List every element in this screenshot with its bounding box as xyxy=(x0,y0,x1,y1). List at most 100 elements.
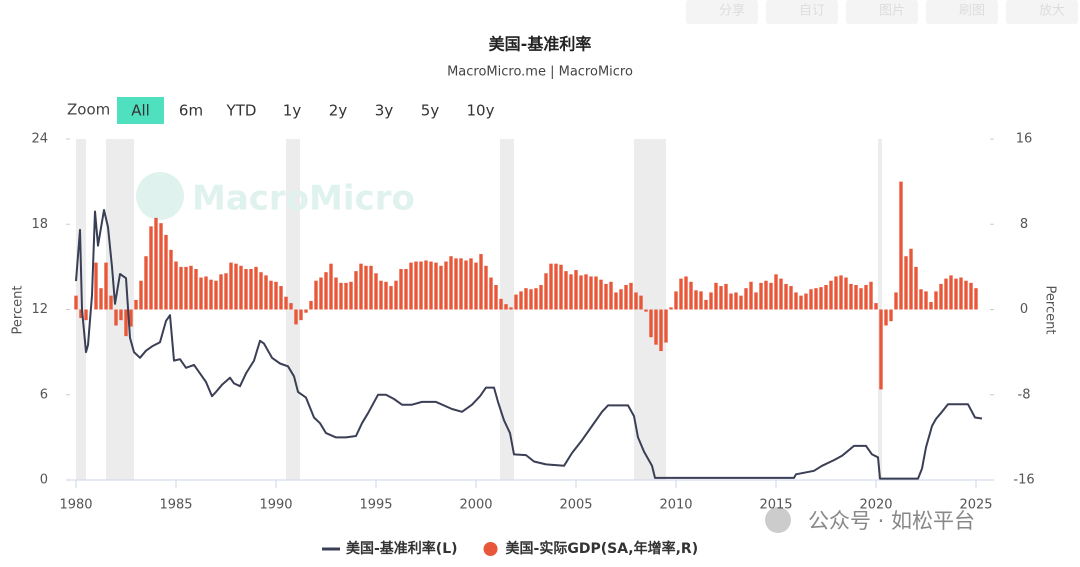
bar xyxy=(549,263,553,310)
zoom-button[interactable]: All xyxy=(117,97,164,124)
toolbar-button[interactable]: 放大 xyxy=(1006,0,1078,24)
bar xyxy=(654,309,658,345)
footer-watermark: 公众号 · 如松平台 xyxy=(808,509,975,533)
bar xyxy=(459,258,463,310)
toolbar-button-bg xyxy=(1006,0,1078,24)
bar xyxy=(124,309,128,337)
bar xyxy=(954,278,958,310)
bar xyxy=(739,295,743,310)
bar xyxy=(939,283,943,310)
x-tick-label: 1985 xyxy=(159,498,192,513)
line xyxy=(75,209,983,480)
bar xyxy=(349,281,353,310)
bar xyxy=(239,265,243,310)
bar xyxy=(839,275,843,310)
bar xyxy=(294,309,298,325)
bar xyxy=(419,261,423,310)
zoom-button[interactable]: 2y xyxy=(329,102,348,120)
bar xyxy=(724,283,728,310)
bar xyxy=(924,291,928,310)
bar xyxy=(249,269,253,310)
zoom-button-label: 6m xyxy=(179,102,203,120)
bar xyxy=(169,249,173,310)
watermark-logo xyxy=(136,172,184,220)
bar xyxy=(969,282,973,310)
bar xyxy=(404,269,408,310)
bar xyxy=(159,223,163,310)
bar xyxy=(949,275,953,310)
bar xyxy=(259,272,263,310)
legend-item[interactable]: 美国-实际GDP(SA,年增率,R) xyxy=(483,540,699,557)
bar xyxy=(339,282,343,310)
toolbar-button-bg xyxy=(766,0,838,24)
bar xyxy=(849,283,853,310)
toolbar-button[interactable]: 图片 xyxy=(846,0,918,24)
bar xyxy=(899,181,903,310)
bar xyxy=(389,286,393,310)
bar xyxy=(819,287,823,310)
bar xyxy=(234,263,238,310)
zoom-button-label: YTD xyxy=(226,102,257,120)
zoom-button[interactable]: 10y xyxy=(467,102,495,120)
bar xyxy=(514,294,518,310)
bar xyxy=(454,258,458,310)
zoom-button[interactable]: 6m xyxy=(179,102,203,120)
x-tick-label: 2000 xyxy=(459,498,492,513)
bar xyxy=(649,309,653,338)
bar xyxy=(814,288,818,310)
bar xyxy=(714,282,718,310)
zoom-button[interactable]: YTD xyxy=(226,102,257,120)
bar xyxy=(154,217,158,310)
bar xyxy=(344,282,348,310)
bar xyxy=(639,295,643,310)
bar xyxy=(164,234,168,310)
bar xyxy=(189,265,193,310)
bar xyxy=(734,292,738,310)
zoom-button-label: 1y xyxy=(283,102,302,120)
bar xyxy=(664,309,668,343)
bar xyxy=(379,280,383,310)
toolbar-button[interactable]: 自订 xyxy=(766,0,838,24)
y-tick-label: 6 xyxy=(40,387,48,402)
toolbar-button[interactable]: 刷图 xyxy=(926,0,998,24)
bar xyxy=(584,274,588,310)
bar xyxy=(529,289,533,310)
bar xyxy=(544,273,548,310)
bar xyxy=(644,309,648,312)
zoom-button[interactable]: 1y xyxy=(283,102,302,120)
zoom-button-label: 5y xyxy=(421,102,440,120)
bar xyxy=(359,263,363,310)
bar xyxy=(539,284,543,310)
bar xyxy=(874,303,878,310)
bar xyxy=(384,281,388,310)
toolbar-button-label: 图片 xyxy=(879,4,905,19)
bar xyxy=(399,269,403,310)
toolbar-button-label: 自订 xyxy=(799,4,825,19)
bar xyxy=(334,277,338,310)
toolbar-button[interactable]: 分享 xyxy=(686,0,758,24)
toolbar-button-label: 放大 xyxy=(1039,4,1065,19)
bar xyxy=(129,309,133,327)
legend-item[interactable]: 美国-基准利率(L) xyxy=(322,540,458,557)
bar xyxy=(884,309,888,326)
bar xyxy=(319,277,323,310)
bar xyxy=(489,277,493,310)
bar xyxy=(634,292,638,310)
bar xyxy=(369,265,373,310)
zoom-button[interactable]: 3y xyxy=(375,102,394,120)
bar xyxy=(904,256,908,310)
zoom-button[interactable]: 5y xyxy=(421,102,440,120)
wechat-icon xyxy=(765,507,791,533)
bar xyxy=(509,307,513,310)
bar xyxy=(769,282,773,310)
bar xyxy=(974,288,978,310)
zoom-button-label: 10y xyxy=(467,102,495,120)
bar xyxy=(279,286,283,310)
bar xyxy=(629,282,633,310)
bar xyxy=(284,296,288,310)
bar xyxy=(149,226,153,310)
bar xyxy=(694,290,698,310)
y-tick-label: 18 xyxy=(31,217,48,232)
bar xyxy=(779,278,783,310)
bar xyxy=(79,309,83,319)
